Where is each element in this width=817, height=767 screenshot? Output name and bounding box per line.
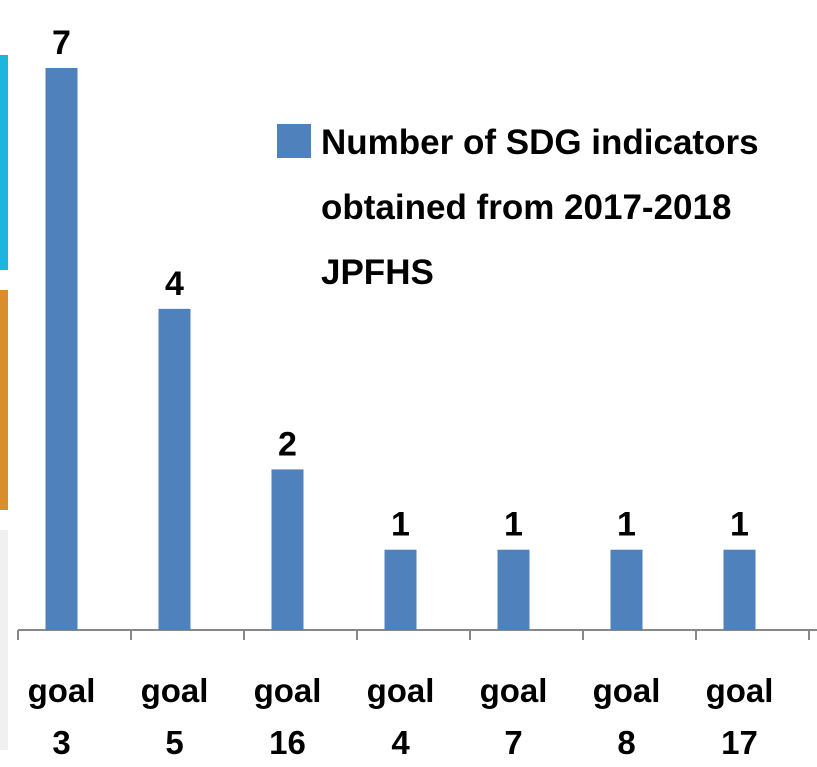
legend-label: Number of SDG indicators obtained from 2… — [321, 123, 759, 292]
bar — [723, 549, 756, 630]
x-tick-label: goal 8 — [592, 672, 661, 761]
data-label: 2 — [278, 425, 297, 463]
data-label: 1 — [391, 506, 410, 544]
x-tick-label: goal 4 — [366, 672, 435, 761]
bar — [45, 68, 78, 630]
edge-strip — [0, 55, 8, 270]
bar — [384, 549, 417, 630]
x-tick-label: goal 16 — [253, 672, 322, 761]
bar — [610, 549, 643, 630]
data-label: 4 — [165, 265, 184, 303]
bar — [497, 549, 530, 630]
bar — [271, 469, 304, 630]
data-label: 1 — [730, 506, 749, 544]
legend: Number of SDG indicators obtained from 2… — [277, 110, 761, 305]
edge-strip — [0, 530, 8, 750]
x-tick-label: goal 3 — [27, 672, 96, 761]
data-label: 1 — [617, 506, 636, 544]
x-tick-label: goal 7 — [479, 672, 548, 761]
data-label: 1 — [504, 506, 523, 544]
x-tick-label: goal 5 — [140, 672, 209, 761]
data-label: 7 — [52, 24, 71, 62]
bar — [158, 308, 191, 630]
legend-swatch — [277, 124, 311, 158]
edge-strip — [0, 290, 8, 510]
x-tick-label: goal 17 — [705, 672, 774, 761]
